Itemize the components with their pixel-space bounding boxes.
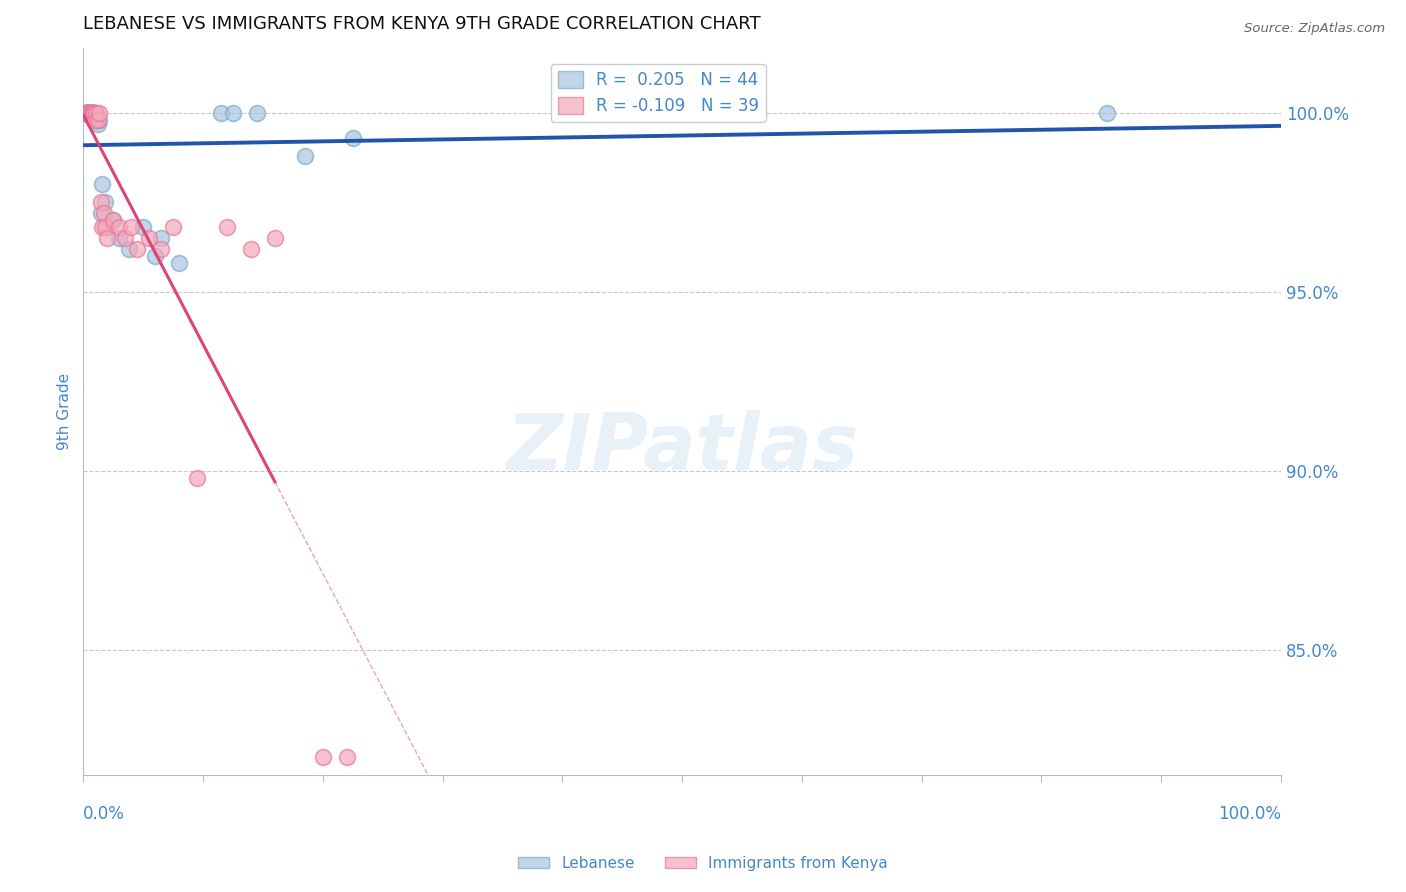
Point xyxy=(87,106,110,120)
Point xyxy=(186,471,208,485)
Point xyxy=(76,106,98,120)
Point xyxy=(108,231,131,245)
Text: 0.0%: 0.0% xyxy=(83,805,125,823)
Point xyxy=(80,106,103,120)
Point xyxy=(77,106,100,120)
Legend: Lebanese, Immigrants from Kenya: Lebanese, Immigrants from Kenya xyxy=(512,850,894,877)
Point xyxy=(80,106,103,120)
Point xyxy=(94,220,117,235)
Point xyxy=(79,106,101,120)
Point xyxy=(90,195,112,210)
Point xyxy=(77,106,100,120)
Point xyxy=(108,220,131,235)
Text: ZIPatlas: ZIPatlas xyxy=(506,410,858,486)
Point xyxy=(84,106,107,120)
Point xyxy=(342,131,364,145)
Point xyxy=(695,106,717,120)
Point xyxy=(82,106,104,120)
Point xyxy=(75,106,97,120)
Point xyxy=(77,106,100,120)
Point xyxy=(83,106,105,120)
Point xyxy=(215,220,238,235)
Point xyxy=(86,106,108,120)
Point xyxy=(79,106,101,120)
Point xyxy=(90,206,112,220)
Point xyxy=(246,106,269,120)
Point xyxy=(73,106,96,120)
Text: Source: ZipAtlas.com: Source: ZipAtlas.com xyxy=(1244,22,1385,36)
Legend: R =  0.205   N = 44, R = -0.109   N = 39: R = 0.205 N = 44, R = -0.109 N = 39 xyxy=(551,64,765,122)
Point xyxy=(77,106,100,120)
Point xyxy=(118,242,141,256)
Y-axis label: 9th Grade: 9th Grade xyxy=(58,373,72,450)
Point xyxy=(150,231,173,245)
Point xyxy=(83,106,105,120)
Point xyxy=(239,242,262,256)
Point xyxy=(120,220,142,235)
Point xyxy=(77,106,100,120)
Point xyxy=(86,106,108,120)
Point xyxy=(336,750,359,764)
Point xyxy=(264,231,287,245)
Point xyxy=(150,242,173,256)
Point xyxy=(132,220,155,235)
Point xyxy=(103,213,125,227)
Point xyxy=(80,106,103,120)
Point xyxy=(76,106,98,120)
Point xyxy=(73,106,96,120)
Text: LEBANESE VS IMMIGRANTS FROM KENYA 9TH GRADE CORRELATION CHART: LEBANESE VS IMMIGRANTS FROM KENYA 9TH GR… xyxy=(83,15,761,33)
Point xyxy=(294,149,316,163)
Point xyxy=(1097,106,1119,120)
Point xyxy=(75,106,97,120)
Point xyxy=(77,106,100,120)
Point xyxy=(96,220,118,235)
Point xyxy=(91,220,114,235)
Point xyxy=(76,106,98,120)
Point xyxy=(80,106,103,120)
Point xyxy=(222,106,245,120)
Point xyxy=(167,256,190,270)
Point xyxy=(138,231,160,245)
Point xyxy=(94,195,117,210)
Point xyxy=(84,113,107,128)
Point xyxy=(76,106,98,120)
Point xyxy=(114,231,136,245)
Point xyxy=(79,106,101,120)
Point xyxy=(82,106,104,120)
Point xyxy=(80,106,103,120)
Point xyxy=(76,106,98,120)
Point xyxy=(103,213,125,227)
Point xyxy=(84,113,107,128)
Point xyxy=(127,242,149,256)
Point xyxy=(162,220,184,235)
Point xyxy=(77,106,100,120)
Point xyxy=(77,106,100,120)
Point xyxy=(82,106,104,120)
Point xyxy=(86,113,108,128)
Point xyxy=(75,106,97,120)
Point xyxy=(77,106,100,120)
Point xyxy=(143,249,166,263)
Point xyxy=(87,113,110,128)
Point xyxy=(209,106,232,120)
Point xyxy=(312,750,335,764)
Point xyxy=(96,231,118,245)
Point xyxy=(75,106,97,120)
Point xyxy=(91,178,114,192)
Point xyxy=(82,106,104,120)
Text: 100.0%: 100.0% xyxy=(1218,805,1281,823)
Point xyxy=(77,106,100,120)
Point xyxy=(79,106,101,120)
Point xyxy=(93,206,115,220)
Point xyxy=(79,106,101,120)
Point xyxy=(86,117,108,131)
